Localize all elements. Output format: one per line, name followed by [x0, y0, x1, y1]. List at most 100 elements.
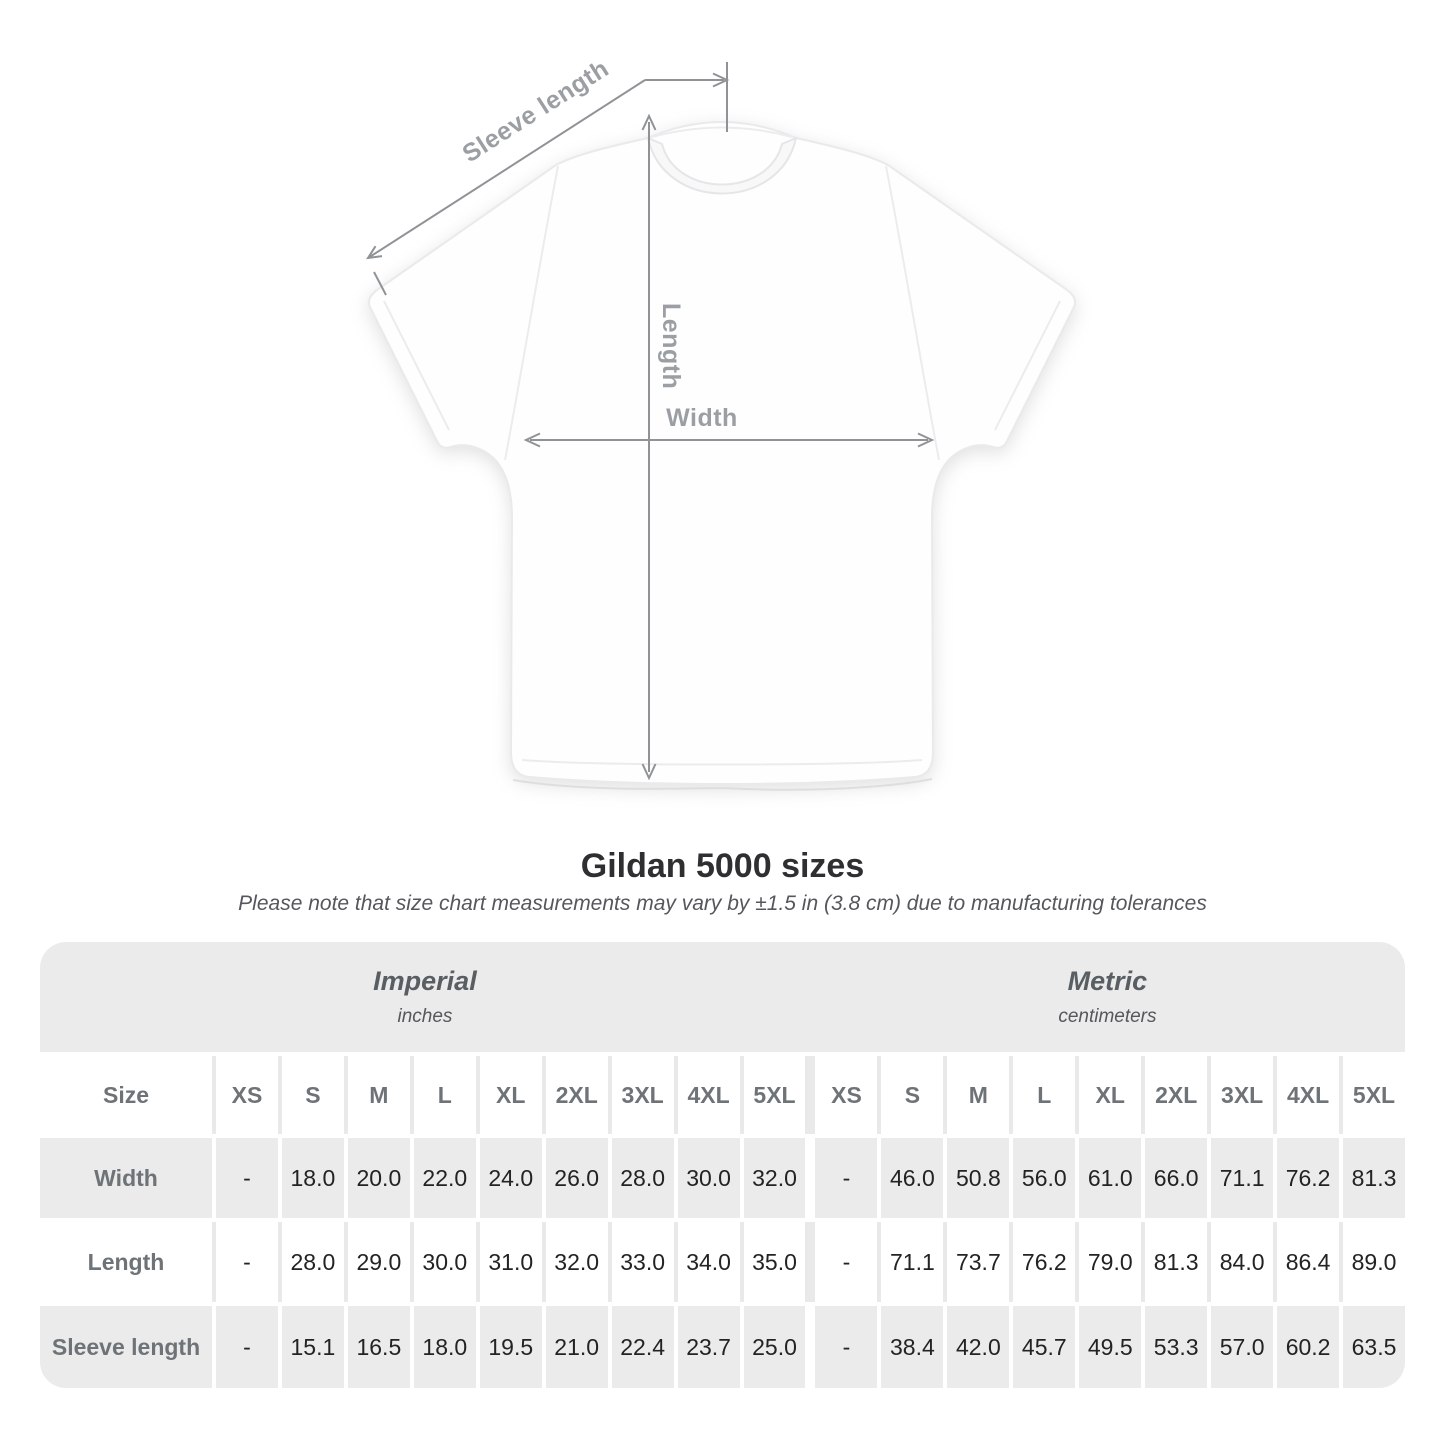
imperial-section-header: Imperial inches — [40, 942, 810, 1052]
value-cell: 89.0 — [1343, 1222, 1405, 1302]
value-cell: 42.0 — [947, 1306, 1010, 1388]
value-cell: 84.0 — [1211, 1222, 1274, 1302]
sleeve-length-arrow — [367, 79, 646, 259]
value-cell: 32.0 — [545, 1222, 608, 1302]
row-label: Width — [40, 1138, 212, 1218]
value-cell: 71.1 — [1211, 1138, 1274, 1218]
value-cell: 66.0 — [1145, 1138, 1208, 1218]
value-cell: 15.1 — [281, 1306, 344, 1388]
tolerance-note: Please note that size chart measurements… — [238, 892, 1207, 915]
size-col-header: XS — [815, 1056, 878, 1134]
value-cell: 57.0 — [1211, 1306, 1274, 1388]
tshirt-measurement-diagram: Sleeve length Length Width — [366, 54, 1077, 791]
value-cell: 18.0 — [281, 1138, 344, 1218]
collar-back-seam — [651, 126, 793, 138]
value-cell: 45.7 — [1013, 1306, 1076, 1388]
value-cell: 19.5 — [479, 1306, 542, 1388]
value-cell: 34.0 — [677, 1222, 740, 1302]
value-cell: - — [216, 1138, 278, 1218]
value-cell: 18.0 — [413, 1306, 476, 1388]
size-col-header: L — [413, 1056, 476, 1134]
units-header-band: Imperial inches Metric centimeters — [40, 942, 1405, 1052]
value-cell: 26.0 — [545, 1138, 608, 1218]
value-cell: - — [815, 1138, 878, 1218]
metric-section-header: Metric centimeters — [810, 942, 1405, 1052]
value-cell: 61.0 — [1079, 1138, 1142, 1218]
value-cell: 56.0 — [1013, 1138, 1076, 1218]
size-col-header: S — [881, 1056, 944, 1134]
section-divider — [809, 1138, 811, 1218]
value-cell: 49.5 — [1079, 1306, 1142, 1388]
value-cell: 71.1 — [881, 1222, 944, 1302]
length-arrowhead-bottom — [641, 763, 657, 781]
value-cell: 32.0 — [743, 1138, 806, 1218]
value-cell: 35.0 — [743, 1222, 806, 1302]
value-cell: 81.3 — [1145, 1222, 1208, 1302]
section-divider — [809, 1222, 811, 1302]
value-cell: 21.0 — [545, 1306, 608, 1388]
size-col-header: 2XL — [545, 1056, 608, 1134]
size-col-header: 2XL — [1145, 1056, 1208, 1134]
section-divider — [809, 1306, 811, 1388]
corner-header: Size — [40, 1056, 212, 1134]
value-cell: 86.4 — [1277, 1222, 1340, 1302]
value-cell: 16.5 — [347, 1306, 410, 1388]
value-cell: 25.0 — [743, 1306, 806, 1388]
size-col-header: XL — [479, 1056, 542, 1134]
value-cell: - — [815, 1306, 878, 1388]
imperial-title: Imperial — [373, 966, 477, 996]
value-cell: - — [216, 1222, 278, 1302]
metric-title: Metric — [1067, 966, 1148, 996]
left-cuff-stitch — [383, 300, 450, 431]
length-row: Length - 28.0 29.0 30.0 31.0 32.0 33.0 3… — [40, 1222, 1405, 1302]
value-cell: 76.2 — [1277, 1138, 1340, 1218]
size-chart-table: Imperial inches Metric centimeters Size … — [40, 942, 1405, 1388]
value-cell: 31.0 — [479, 1222, 542, 1302]
hem-shadow — [512, 778, 933, 791]
row-label: Sleeve length — [40, 1306, 212, 1388]
value-cell: 30.0 — [677, 1138, 740, 1218]
size-col-header: XL — [1079, 1056, 1142, 1134]
width-arrowhead-right — [917, 432, 935, 448]
page-title: Gildan 5000 sizes — [580, 847, 865, 885]
width-arrowhead-left — [523, 432, 541, 448]
value-cell: 63.5 — [1343, 1306, 1405, 1388]
size-col-header: XS — [216, 1056, 278, 1134]
value-cell: 73.7 — [947, 1222, 1010, 1302]
size-col-header: L — [1013, 1056, 1076, 1134]
right-sleeve-seam — [885, 165, 940, 461]
value-cell: - — [815, 1222, 878, 1302]
value-cell: 24.0 — [479, 1138, 542, 1218]
value-cell: 50.8 — [947, 1138, 1010, 1218]
value-cell: 23.7 — [677, 1306, 740, 1388]
width-label: Width — [666, 404, 738, 432]
size-col-header: 4XL — [1277, 1056, 1340, 1134]
value-cell: 28.0 — [611, 1138, 674, 1218]
value-cell: 28.0 — [281, 1222, 344, 1302]
row-label: Length — [40, 1222, 212, 1302]
length-label: Length — [657, 303, 685, 389]
imperial-units: inches — [397, 1006, 453, 1027]
value-cell: 53.3 — [1145, 1306, 1208, 1388]
size-col-header: 4XL — [677, 1056, 740, 1134]
value-cell: 30.0 — [413, 1222, 476, 1302]
sleeve-length-row: Sleeve length - 15.1 16.5 18.0 19.5 21.0… — [40, 1306, 1405, 1388]
width-row: Width - 18.0 20.0 22.0 24.0 26.0 28.0 30… — [40, 1138, 1405, 1218]
value-cell: 60.2 — [1277, 1306, 1340, 1388]
value-cell: 22.0 — [413, 1138, 476, 1218]
value-cell: 81.3 — [1343, 1138, 1405, 1218]
metric-units: centimeters — [1058, 1006, 1157, 1027]
hem-stitch — [521, 759, 923, 766]
section-divider — [809, 1056, 811, 1134]
length-arrowhead-top — [641, 113, 657, 131]
size-col-header: S — [281, 1056, 344, 1134]
left-sleeve-seam — [504, 165, 559, 461]
right-cuff-stitch — [994, 300, 1061, 431]
sleeve-length-arrowhead — [366, 245, 383, 260]
value-cell: 38.4 — [881, 1306, 944, 1388]
size-col-header: M — [947, 1056, 1010, 1134]
value-cell: 79.0 — [1079, 1222, 1142, 1302]
size-header-row: Size XS S M L XL 2XL 3XL 4XL 5XL XS S M … — [40, 1056, 1405, 1134]
size-col-header: 3XL — [1211, 1056, 1274, 1134]
value-cell: 33.0 — [611, 1222, 674, 1302]
